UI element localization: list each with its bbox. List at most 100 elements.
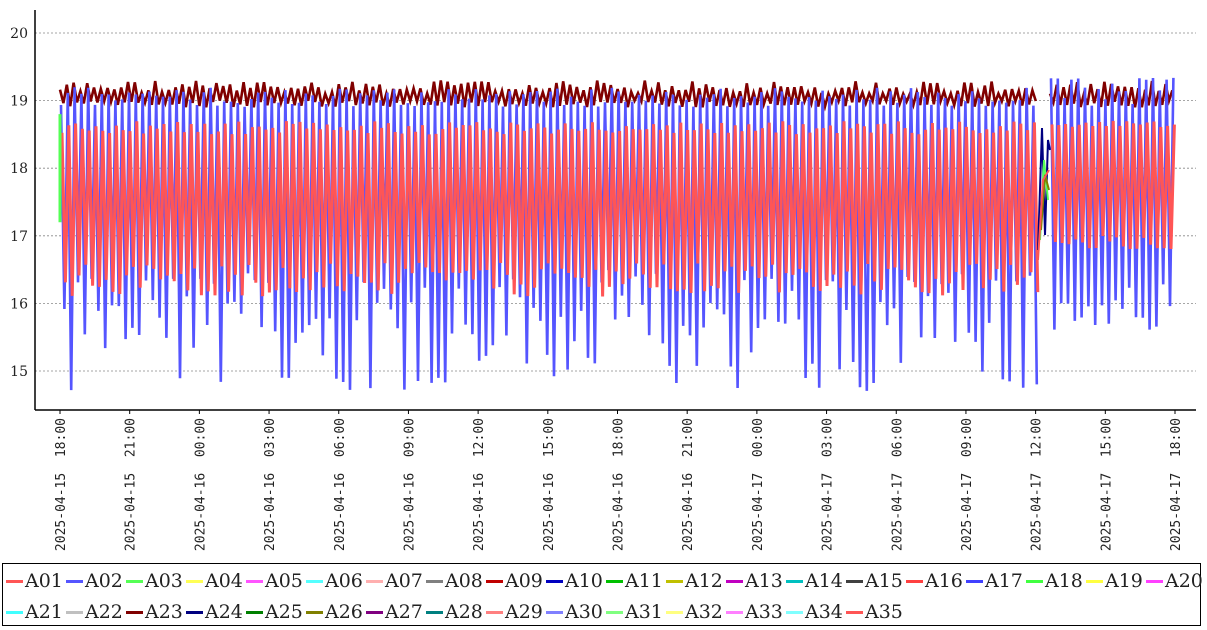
- legend-label: A28: [445, 600, 483, 623]
- legend-label: A25: [265, 600, 303, 623]
- plot-area: [58, 77, 1176, 391]
- legend-row: A21 A22 A23 A24 A25 A26 A27 A28 A29 A30 A31 A32 A33 A…: [3, 597, 903, 627]
- series-line-a01: [1037, 169, 1050, 261]
- x-tick-label: 2025-04-16 03:00: [263, 418, 278, 551]
- legend-label: A10: [565, 569, 603, 592]
- series-line-a01: [1050, 120, 1176, 250]
- legend-label: A30: [565, 600, 603, 623]
- legend-item-a10: A10: [543, 567, 603, 595]
- legend-label: A33: [745, 600, 783, 623]
- legend-row: A01 A02 A03 A04 A05 A06 A07 A08 A09 A10 A11 A12 A13 A…: [3, 566, 1203, 596]
- legend-swatch: [606, 579, 623, 583]
- y-tick-label: 18: [10, 161, 28, 177]
- legend-label: A08: [445, 569, 483, 592]
- x-tick-label: 2025-04-17 06:00: [890, 418, 905, 551]
- legend-label: A03: [145, 569, 183, 592]
- legend-label: A12: [685, 569, 723, 592]
- legend-label: A15: [865, 569, 903, 592]
- y-tick-label: 15: [10, 364, 28, 380]
- legend-swatch: [1026, 579, 1043, 583]
- series-line-a02: [1049, 77, 1175, 330]
- x-tick-label: 2025-04-17 18:00: [1169, 418, 1184, 551]
- legend-item-a06: A06: [303, 567, 363, 595]
- x-tick-labels: 2025-04-15 18:00 2025-04-15 21:00 2025-04-…: [54, 410, 1184, 551]
- legend-label: A32: [685, 600, 723, 623]
- legend-label: A13: [745, 569, 783, 592]
- legend-swatch: [186, 610, 203, 614]
- legend-swatch: [426, 579, 443, 583]
- legend-item-a21: A21: [3, 598, 63, 626]
- x-tick-label: 2025-04-16 09:00: [402, 418, 417, 551]
- legend-item-a07: A07: [363, 567, 423, 595]
- legend-item-a29: A29: [483, 598, 543, 626]
- legend-swatch: [546, 579, 563, 583]
- series-line-a01: [60, 121, 1040, 297]
- x-tick-label: 2025-04-15 18:00: [54, 418, 69, 551]
- legend-label: A06: [325, 569, 363, 592]
- legend-swatch: [66, 610, 83, 614]
- legend-item-a03: A03: [123, 567, 183, 595]
- legend-label: A07: [385, 569, 423, 592]
- legend-swatch: [126, 610, 143, 614]
- legend-item-a33: A33: [723, 598, 783, 626]
- x-tick-label: 2025-04-16 12:00: [472, 418, 487, 551]
- legend: A01 A02 A03 A04 A05 A06 A07 A08 A09 A10 A11 A12 A13 A…: [2, 563, 1203, 627]
- y-tick-label: 16: [10, 296, 28, 312]
- legend-swatch: [246, 610, 263, 614]
- legend-item-a09: A09: [483, 567, 543, 595]
- legend-item-a02: A02: [63, 567, 123, 595]
- legend-label: A02: [85, 569, 123, 592]
- legend-item-a05: A05: [243, 567, 303, 595]
- legend-label: A23: [145, 600, 183, 623]
- legend-label: A04: [205, 569, 243, 592]
- legend-label: A24: [205, 600, 243, 623]
- x-tick-label: 2025-04-17 00:00: [751, 418, 766, 551]
- legend-label: A26: [325, 600, 363, 623]
- y-tick-label: 19: [10, 94, 28, 110]
- x-tick-label: 2025-04-17 12:00: [1030, 418, 1045, 551]
- legend-item-a04: A04: [183, 567, 243, 595]
- legend-swatch: [786, 579, 803, 583]
- legend-item-a15: A15: [843, 567, 903, 595]
- legend-item-a31: A31: [603, 598, 663, 626]
- legend-swatch: [666, 610, 683, 614]
- legend-swatch: [426, 610, 443, 614]
- legend-item-a11: A11: [603, 567, 663, 595]
- legend-item-a18: A18: [1023, 567, 1083, 595]
- legend-label: A01: [25, 569, 63, 592]
- legend-swatch: [786, 610, 803, 614]
- legend-label: A18: [1045, 569, 1083, 592]
- legend-label: A35: [865, 600, 903, 623]
- series-line-a24: [1037, 127, 1051, 251]
- legend-item-a35: A35: [843, 598, 903, 626]
- legend-label: A11: [625, 569, 663, 592]
- legend-swatch: [546, 610, 563, 614]
- legend-swatch: [966, 579, 983, 583]
- x-tick-label: 2025-04-16 15:00: [542, 418, 557, 551]
- legend-item-a16: A16: [903, 567, 963, 595]
- x-tick-label: 2025-04-17 03:00: [821, 418, 836, 551]
- y-tick-label: 20: [10, 26, 28, 42]
- legend-item-a26: A26: [303, 598, 363, 626]
- legend-item-a23: A23: [123, 598, 183, 626]
- legend-label: A31: [625, 600, 663, 623]
- legend-swatch: [906, 579, 923, 583]
- legend-item-a32: A32: [663, 598, 723, 626]
- legend-label: A27: [385, 600, 423, 623]
- legend-item-a19: A19: [1083, 567, 1143, 595]
- legend-swatch: [846, 579, 863, 583]
- legend-item-a12: A12: [663, 567, 723, 595]
- y-tick-labels: 15 16 17 18 19 20: [10, 26, 28, 380]
- legend-label: A16: [925, 569, 963, 592]
- legend-item-a30: A30: [543, 598, 603, 626]
- legend-swatch: [1086, 579, 1103, 583]
- legend-item-a20: A20: [1143, 567, 1203, 595]
- legend-label: A14: [805, 569, 843, 592]
- x-tick-label: 2025-04-16 06:00: [333, 418, 348, 551]
- legend-swatch: [666, 579, 683, 583]
- legend-item-a24: A24: [183, 598, 243, 626]
- legend-swatch: [1146, 579, 1163, 583]
- legend-swatch: [126, 579, 143, 583]
- legend-item-a14: A14: [783, 567, 843, 595]
- legend-item-a22: A22: [63, 598, 123, 626]
